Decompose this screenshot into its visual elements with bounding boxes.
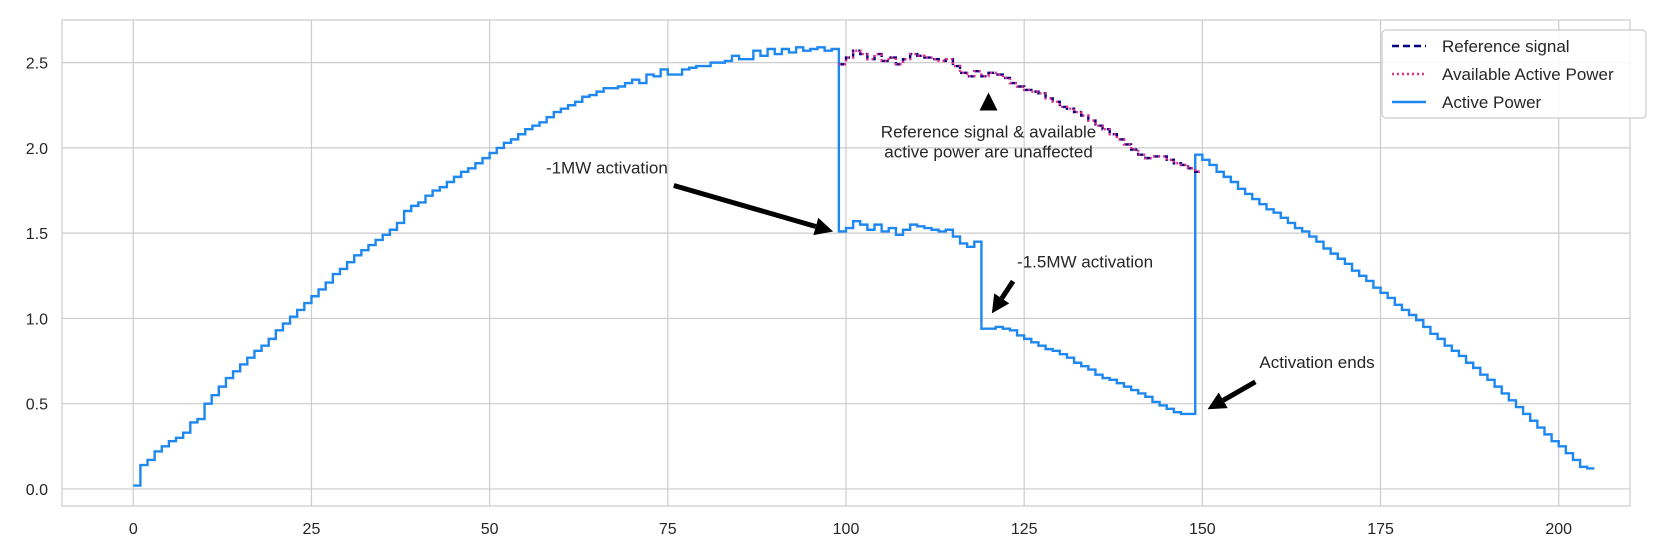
y-tick-label: 2.5 xyxy=(26,56,48,73)
x-tick-label: 150 xyxy=(1189,521,1216,538)
annotation-arrow-shaft xyxy=(1221,379,1257,403)
annotation-arrow-head xyxy=(1207,392,1228,410)
annotation-arrow-head xyxy=(979,92,998,111)
x-axis: 0 25 50 75 100 125 150 175 200 xyxy=(129,521,1572,538)
annotation-text: Activation ends xyxy=(1259,353,1374,372)
x-tick-label: 0 xyxy=(129,521,138,538)
x-tick-label: 175 xyxy=(1367,521,1394,538)
annotation-arrow xyxy=(1207,379,1257,410)
annotation-text: Reference signal & available active power… xyxy=(881,123,1096,162)
annotation-text: -1MW activation xyxy=(546,158,668,177)
annotation-text-line: -1.5MW activation xyxy=(1017,252,1153,271)
annotation-text: -1.5MW activation xyxy=(1017,252,1153,271)
annotation-arrow xyxy=(991,279,1016,314)
annotation-arrow-shaft xyxy=(999,279,1016,300)
annotation-text-line: active power are unaffected xyxy=(884,143,1093,162)
series-active-power xyxy=(133,46,1595,487)
series-layer xyxy=(133,46,1595,487)
x-tick-label: 100 xyxy=(833,521,860,538)
y-tick-label: 0.5 xyxy=(26,397,48,414)
y-tick-label: 1.5 xyxy=(26,226,48,243)
annotation-arrow-head xyxy=(991,293,1010,314)
legend-box xyxy=(1381,29,1647,119)
y-axis: 0.0 0.5 1.0 1.5 2.0 2.5 xyxy=(26,56,48,499)
series-available-active-power xyxy=(838,49,1203,173)
annotation-text-line: -1MW activation xyxy=(546,158,668,177)
x-tick-label: 75 xyxy=(659,521,677,538)
x-tick-label: 25 xyxy=(303,521,321,538)
x-tick-label: 125 xyxy=(1011,521,1038,538)
y-tick-label: 2.0 xyxy=(26,141,48,158)
legend-label: Reference signal xyxy=(1442,37,1570,56)
y-tick-label: 0.0 xyxy=(26,482,48,499)
annotation-layer: -1MW activation Reference signal & availa… xyxy=(546,92,1375,410)
annotation-text-line: Activation ends xyxy=(1259,353,1374,372)
x-tick-label: 50 xyxy=(481,521,499,538)
x-tick-label: 200 xyxy=(1545,521,1572,538)
legend-label: Active Power xyxy=(1442,93,1542,112)
y-tick-label: 1.0 xyxy=(26,311,48,328)
legend-label: Available Active Power xyxy=(1442,65,1614,84)
annotation-text-line: Reference signal & available xyxy=(881,123,1096,142)
annotation-arrow-head xyxy=(813,217,834,236)
legend: Reference signal Available Active Power Ac… xyxy=(1381,29,1647,119)
annotation-arrow xyxy=(979,92,998,111)
annotation-arrow-shaft xyxy=(673,183,817,229)
annotation-arrow xyxy=(673,183,834,236)
